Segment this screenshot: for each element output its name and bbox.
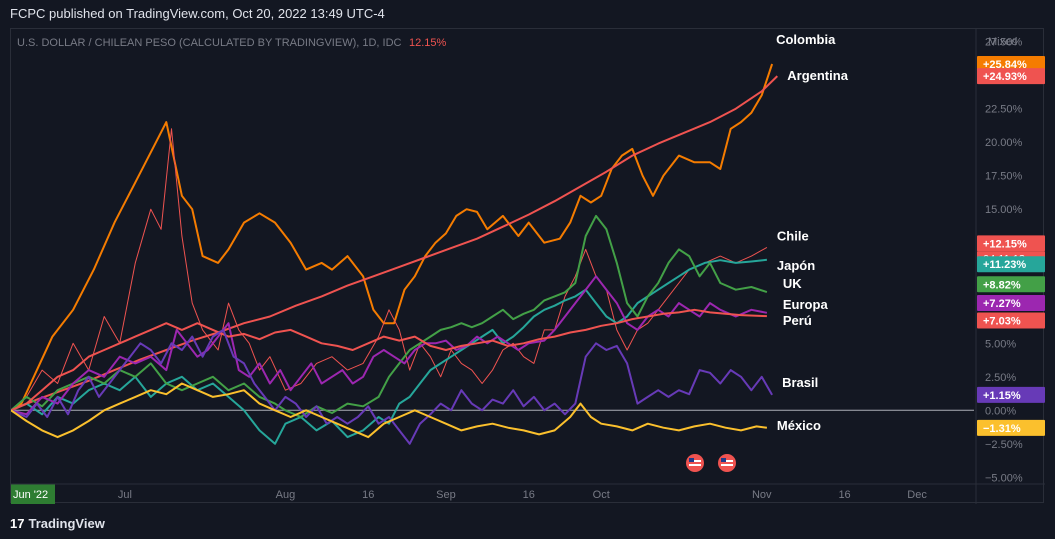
series-label: Colombia (776, 32, 836, 47)
price-badge (977, 295, 1045, 312)
y-tick-label: 27.50% (985, 37, 1023, 49)
y-axis: 27.50% 22.50% 20.00% 17.50% 15.00% 5.00% 2.50%… (985, 37, 1023, 485)
price-badge-value: +8.82% (983, 279, 1021, 291)
y-tick-label: 0.00% (985, 405, 1016, 417)
us-flag-icon[interactable] (718, 454, 736, 472)
y-tick-label: 2.50% (985, 372, 1016, 384)
publish-header: FCPC published on TradingView.com, Oct 2… (0, 0, 1055, 28)
series-line-brasil (11, 328, 773, 445)
us-flag-icon[interactable] (686, 454, 704, 472)
price-badge-value: +11.23% (983, 259, 1026, 271)
legend-symbol: U.S. DOLLAR / CHILEAN PESO (CALCULATED B… (17, 37, 402, 49)
y-tick-label: 20.00% (985, 137, 1023, 149)
price-badge-value: +12.15% (983, 238, 1027, 250)
x-axis: Jun '22 Jul Aug 16 Sep 16 Oct Nov 16 Dec (11, 484, 927, 504)
series-line-uk (11, 214, 768, 418)
series-line-perú (11, 308, 767, 412)
series-label: Europa (783, 297, 829, 312)
series-label: Argentina (787, 68, 848, 83)
chart-frame: U.S. DOLLAR / CHILEAN PESO (CALCULATED B… (10, 28, 1045, 504)
series-line-colombia (11, 63, 774, 412)
price-badge (977, 386, 1045, 403)
price-badge-value: +25.84% (983, 59, 1027, 71)
series-line-méxico (11, 382, 768, 439)
series-line-japón (11, 258, 768, 445)
series-label: Chile (777, 228, 809, 243)
x-tick-label: Dec (907, 489, 927, 501)
brand-name: TradingView (28, 516, 105, 531)
price-badge (977, 235, 1045, 252)
series-line-argentina (11, 75, 778, 412)
legend-value: 12.15% (409, 37, 447, 49)
publisher-text: FCPC published on TradingView.com, Oct 2… (10, 6, 385, 21)
price-badge-value: −1.31% (983, 423, 1021, 435)
series-label: Japón (777, 258, 815, 273)
x-tick-label: Nov (752, 489, 772, 501)
x-tick-label: 16 (362, 489, 374, 501)
x-tick-label: Jun '22 (13, 489, 48, 501)
price-badge (977, 68, 1045, 85)
series-label: Brasil (782, 375, 818, 390)
y-tick-label: −2.50% (985, 439, 1023, 451)
x-tick-current-bg (11, 484, 55, 504)
x-tick-label: 16 (523, 489, 535, 501)
price-badge-value: +7.03% (983, 315, 1021, 327)
event-markers[interactable] (686, 454, 736, 472)
y-tick-label: 17.50% (985, 171, 1023, 183)
price-badge (977, 419, 1045, 436)
y-tick-label: 15.00% (985, 204, 1023, 216)
price-badge-value: +1.15% (983, 390, 1021, 402)
x-tick-label: 16 (838, 489, 850, 501)
x-tick-label: Sep (436, 489, 456, 501)
series-line-europa (11, 275, 768, 416)
plot-area (11, 29, 1045, 504)
price-badge (977, 256, 1045, 273)
tradingview-logo[interactable]: 17 TradingView (10, 516, 105, 531)
y-tick-label: 5.00% (985, 338, 1016, 350)
x-tick-label: Aug (276, 489, 296, 501)
series-label: México (777, 418, 821, 433)
series-line-chile (11, 128, 768, 411)
footer: 17 TradingView (0, 505, 1055, 539)
y-tick-label: 22.50% (985, 104, 1023, 116)
chart-svg[interactable]: U.S. DOLLAR / CHILEAN PESO (CALCULATED B… (11, 29, 1045, 504)
price-badge (977, 55, 1045, 72)
series-label: Perú (783, 313, 812, 328)
tradingview-mark-icon: 17 (10, 516, 25, 531)
y-tick-label: −5.00% (985, 472, 1023, 484)
scale-mode-label[interactable]: Mixed (988, 36, 1017, 48)
series-label: UK (783, 276, 802, 291)
price-badge-value: +7.27% (983, 298, 1021, 310)
price-badge (977, 276, 1045, 293)
price-badges: +25.84%+24.93%+12.15%04:11:18+11.23%+8.8… (977, 55, 1045, 436)
x-tick-label: Jul (118, 489, 132, 501)
price-badge-value: +24.93% (983, 71, 1027, 83)
x-tick-label: Oct (593, 489, 610, 501)
price-badge (977, 312, 1045, 329)
